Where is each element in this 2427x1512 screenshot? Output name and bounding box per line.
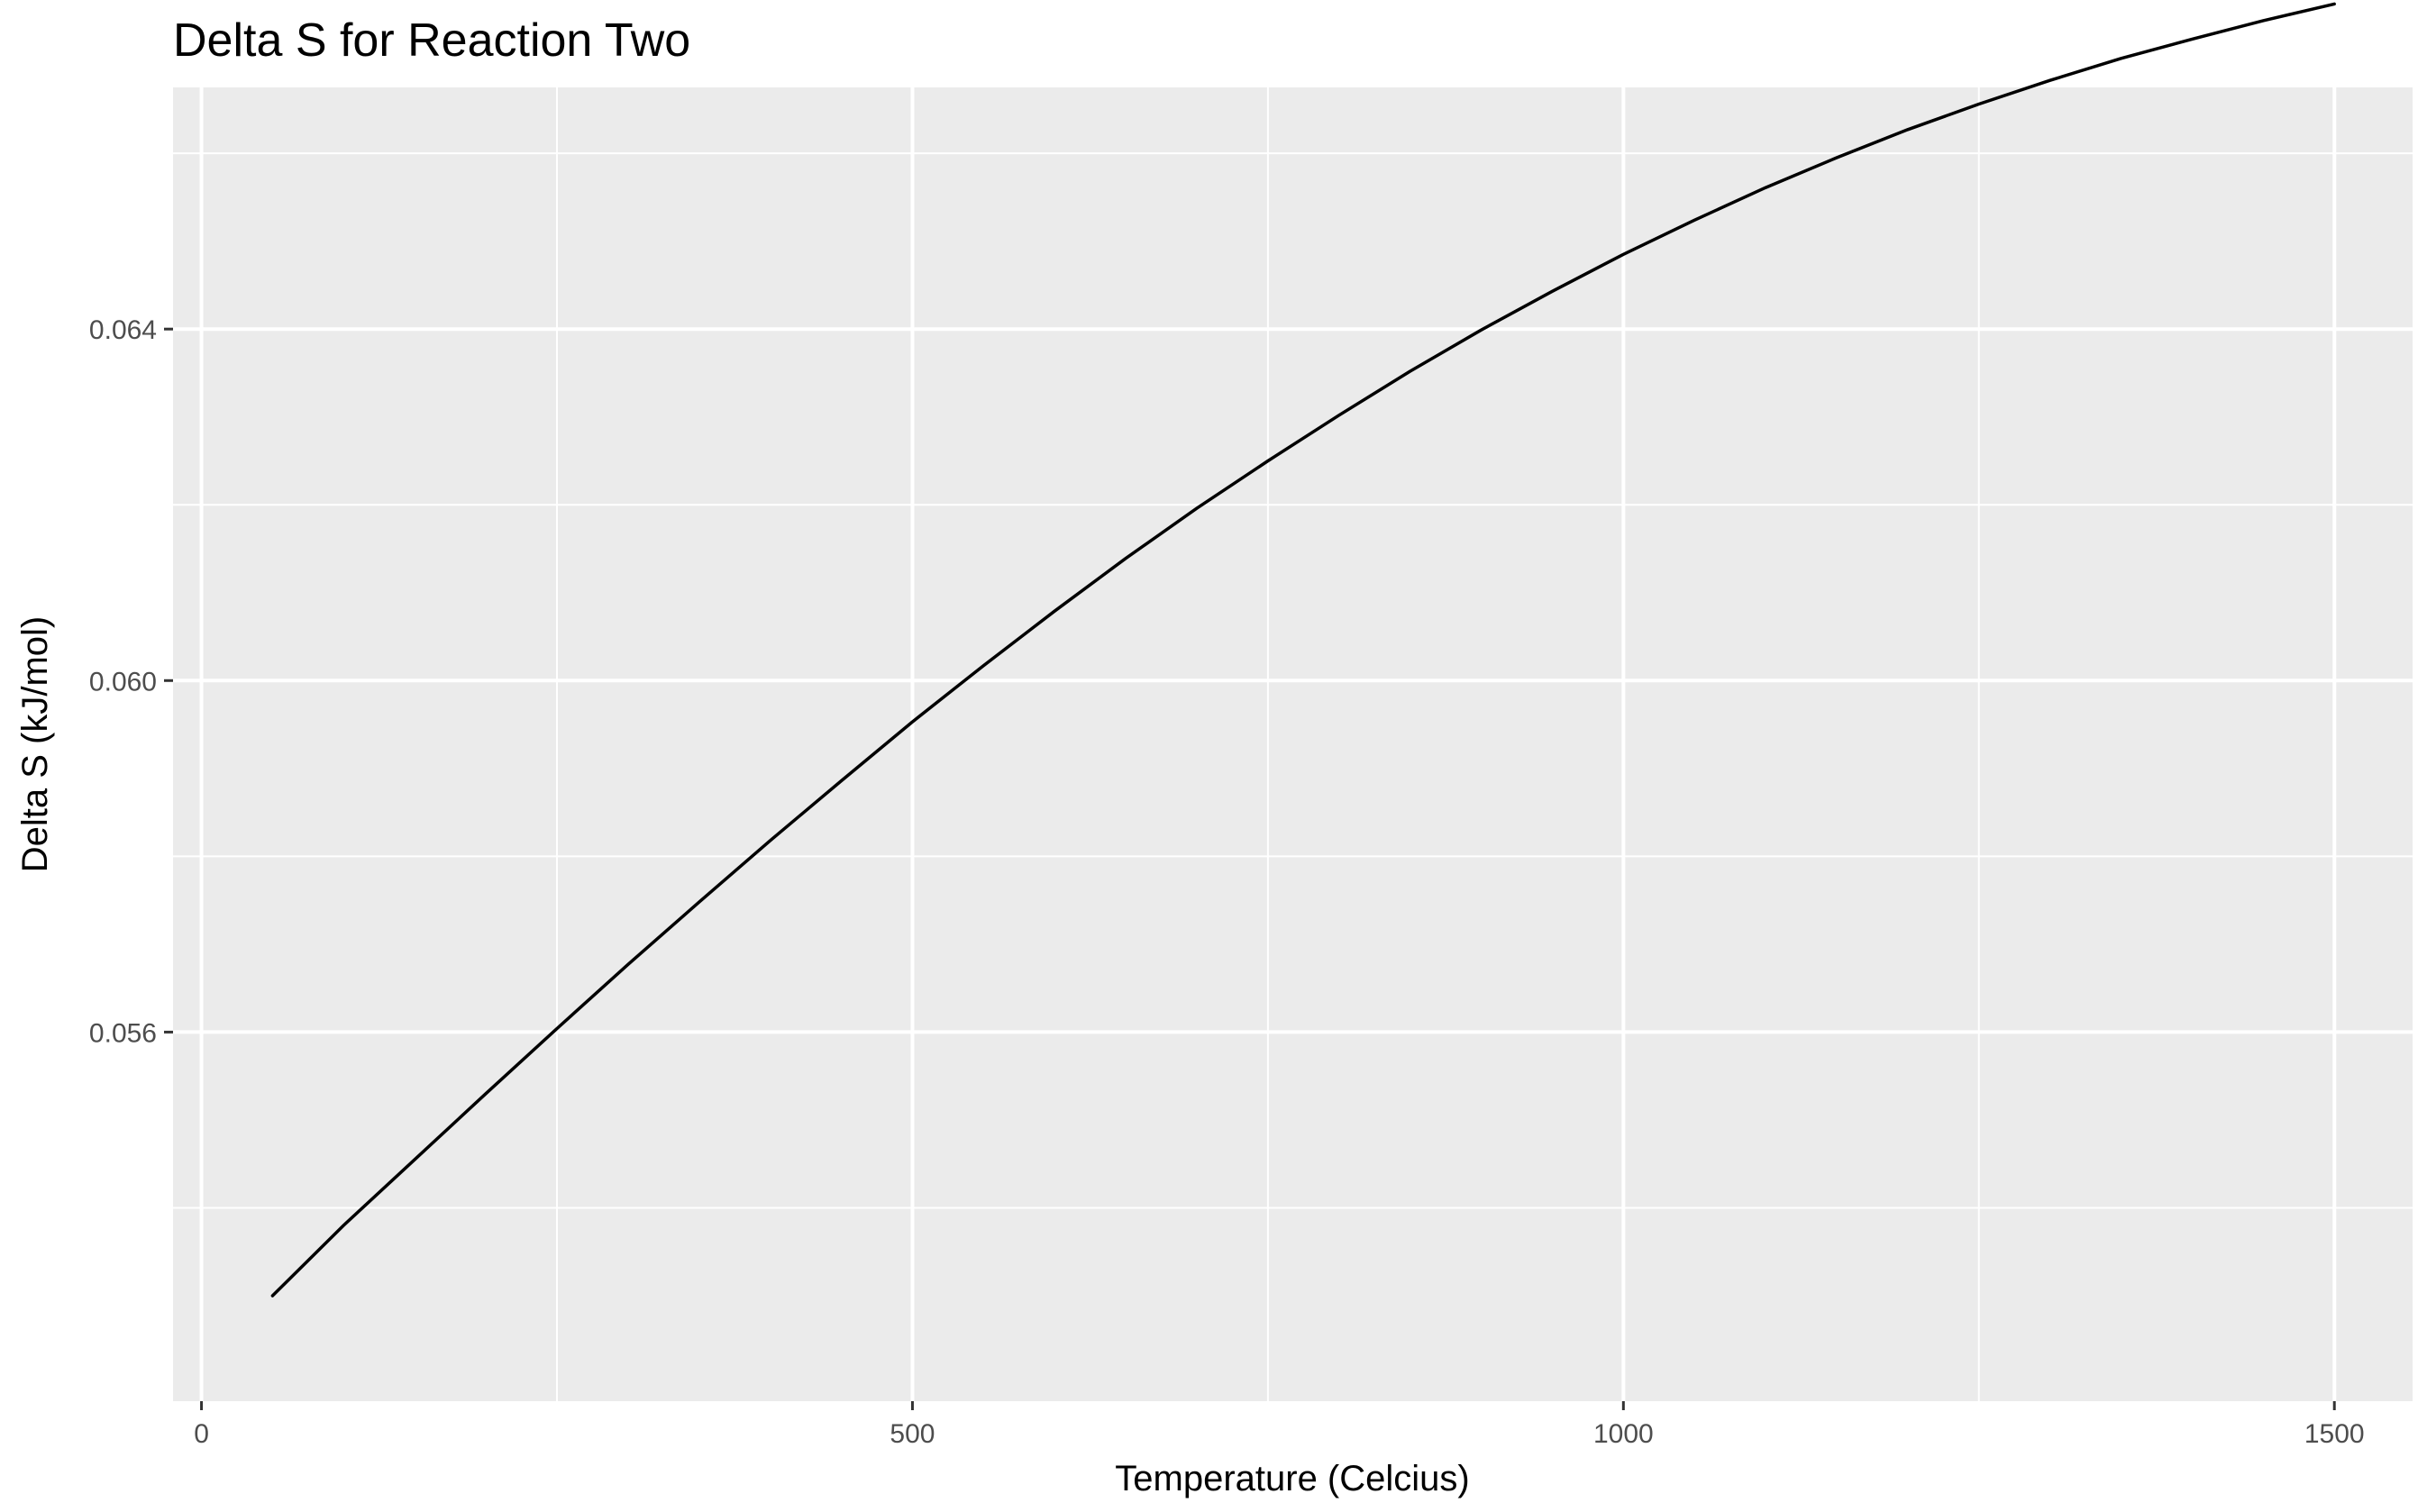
y-tick-label: 0.060 [89, 667, 157, 697]
plot-panel [173, 87, 2413, 1401]
x-tick-label: 1000 [1593, 1419, 1654, 1449]
series-line [270, 2, 2336, 1298]
x-tick-label: 500 [890, 1419, 935, 1449]
x-tick-label: 0 [194, 1419, 209, 1449]
x-tick-label: 1500 [2304, 1419, 2365, 1449]
y-tick-label: 0.064 [89, 315, 157, 345]
y-axis-title: Delta S (kJ/mol) [15, 616, 55, 873]
y-axis: 0.056 0.060 0.064 [89, 315, 173, 1048]
series-layer [270, 2, 2336, 1298]
major-gridlines [173, 87, 2413, 1401]
chart-title: Delta S for Reaction Two [173, 14, 690, 67]
x-axis-title: Temperature (Celcius) [1115, 1459, 1469, 1498]
x-axis: 0 500 1000 1500 [194, 1401, 2365, 1449]
minor-gridlines [173, 87, 2413, 1401]
y-tick-label: 0.056 [89, 1018, 157, 1048]
